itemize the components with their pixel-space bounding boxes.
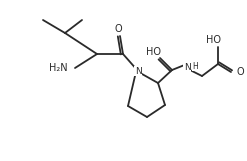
Text: O: O	[114, 24, 122, 34]
Text: N: N	[184, 62, 190, 71]
Text: O: O	[236, 67, 244, 77]
Text: HO: HO	[206, 35, 221, 45]
Text: H: H	[192, 62, 198, 71]
Text: H₂N: H₂N	[49, 63, 68, 73]
Text: HO: HO	[145, 47, 161, 57]
Text: N: N	[135, 66, 141, 76]
